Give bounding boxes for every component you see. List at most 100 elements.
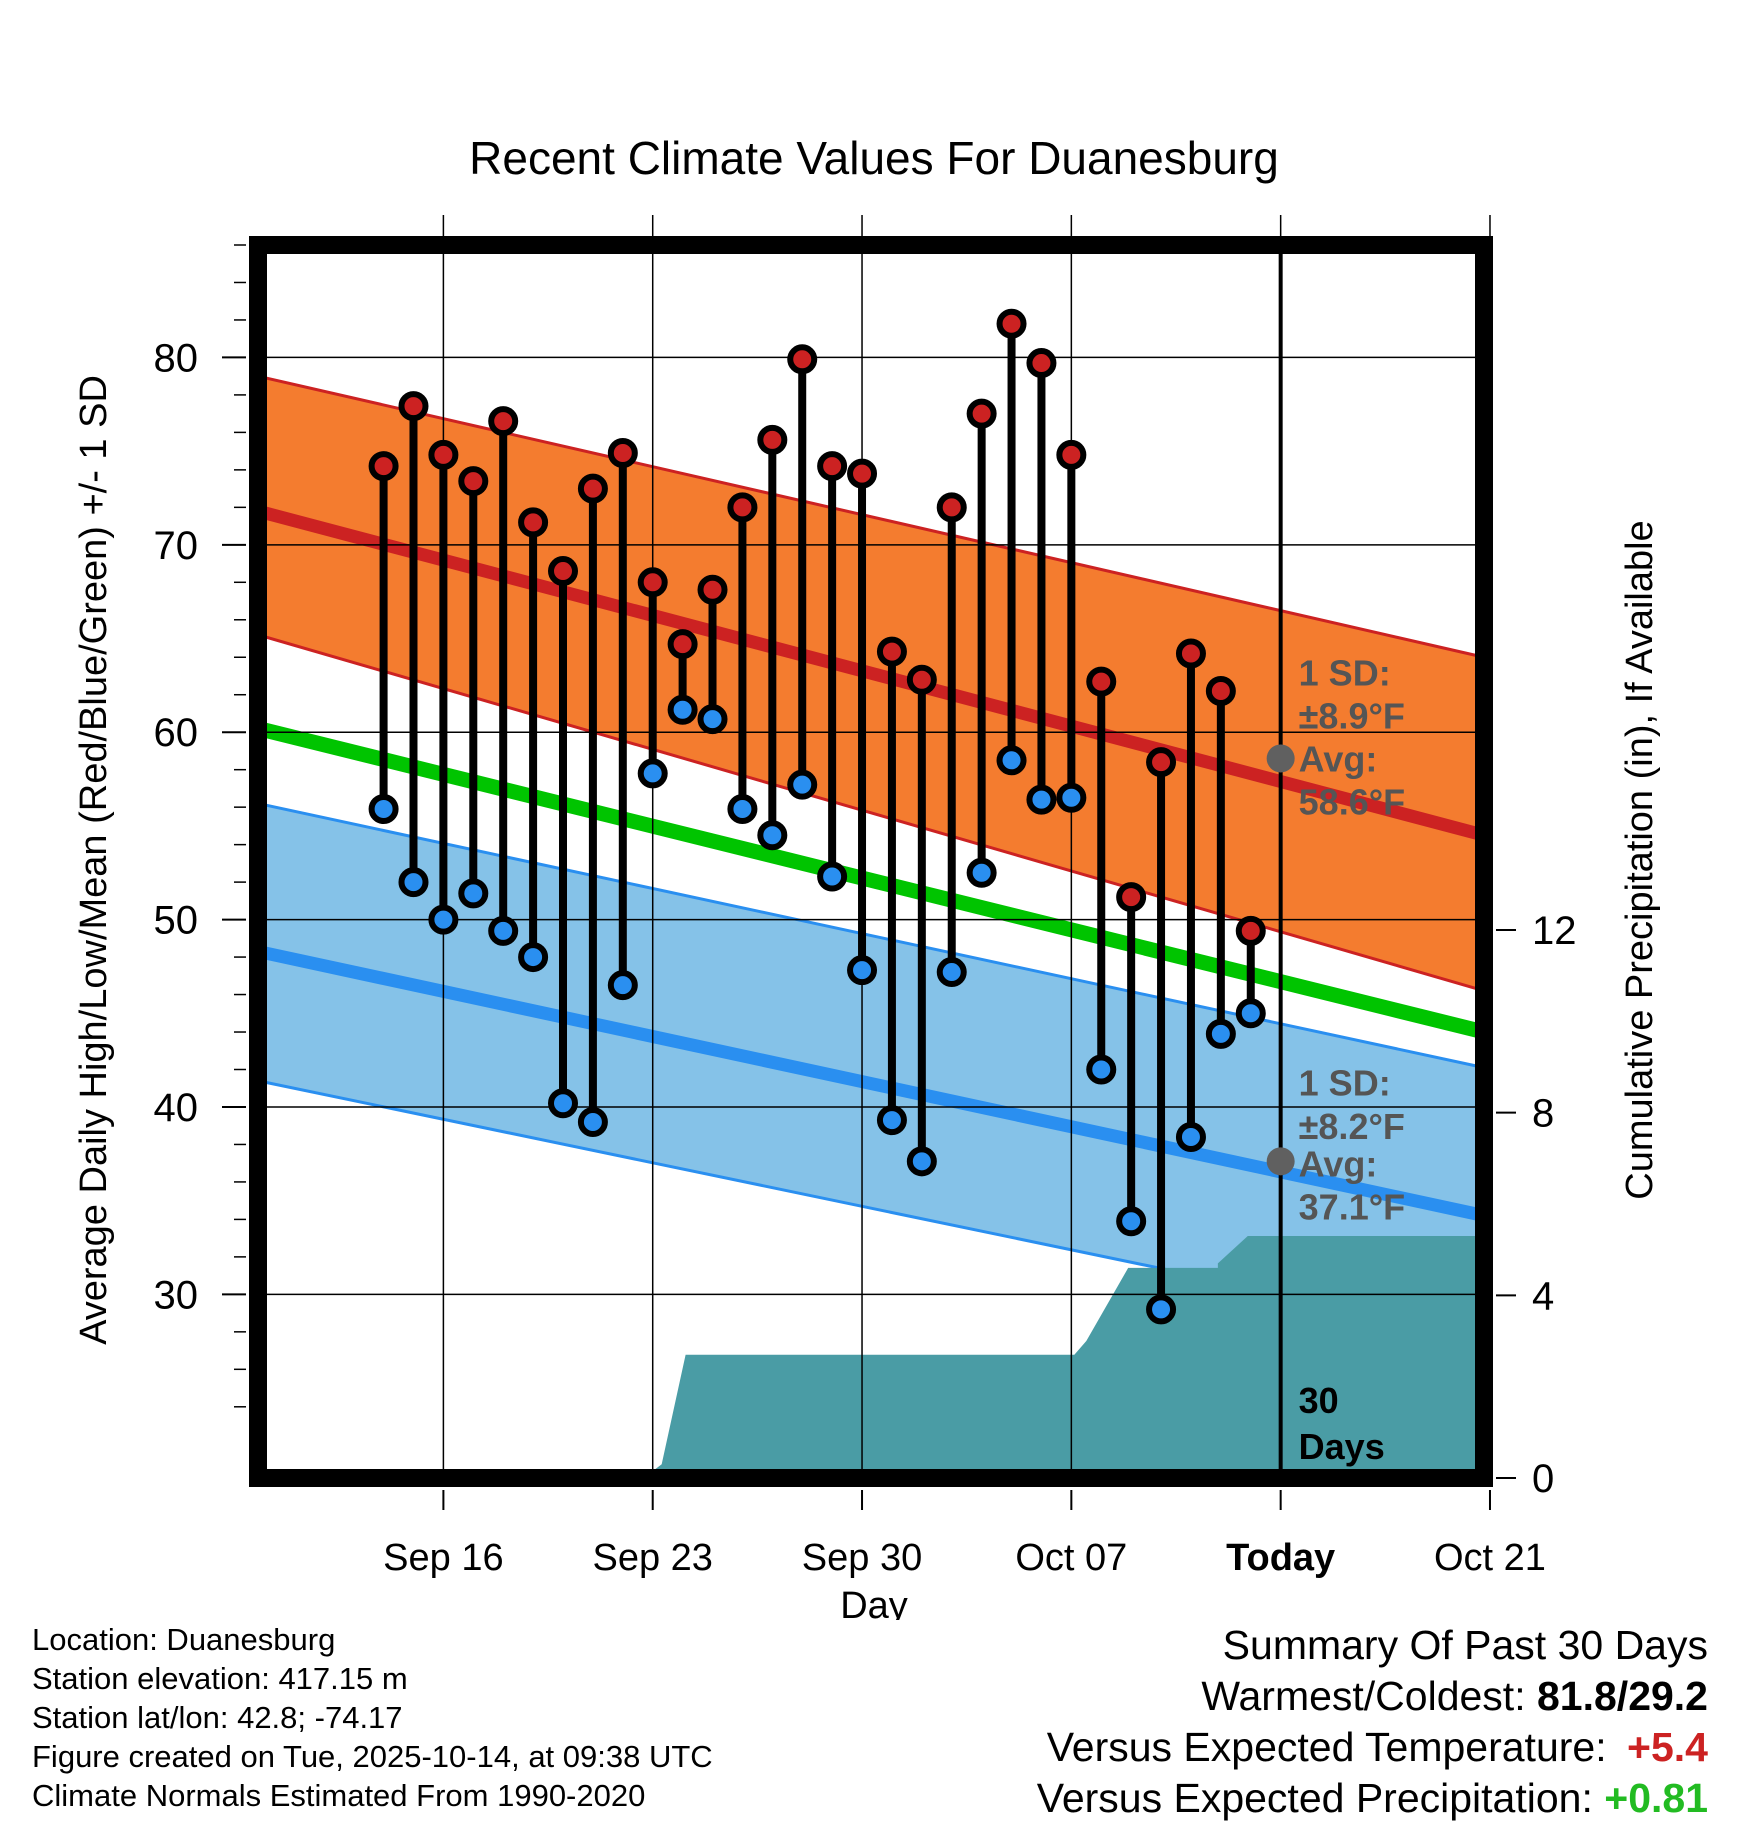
normals-text: Climate Normals Estimated From 1990-2020 (32, 1778, 646, 1813)
high-temp-point (488, 406, 519, 437)
summary-row-precip: Versus Expected Precipitation: +0.81 (1037, 1773, 1708, 1824)
annotation-3-bottom: 37.1°F (1299, 1186, 1405, 1227)
y2-tick-label: 4 (1532, 1274, 1554, 1318)
created-text: Figure created on Tue, 2025-10-14, at 09… (32, 1739, 713, 1774)
summary-title: Summary Of Past 30 Days (1222, 1622, 1708, 1668)
station-info: Location: Duanesburg Station elevation: … (32, 1620, 713, 1815)
high-temp-point (577, 473, 608, 504)
plot-frame (249, 236, 1493, 1487)
precip-area (643, 1235, 1484, 1478)
x-tick-label: Oct 07 (1015, 1537, 1127, 1579)
high-temp-point (697, 574, 728, 605)
y-tick-label: 30 (154, 1273, 199, 1317)
summary-panel: Summary Of Past 30 Days Warmest/Coldest:… (1037, 1620, 1708, 1824)
low-temp-point (757, 820, 788, 851)
high-temp-point (1235, 915, 1266, 946)
high-temp-point (518, 507, 549, 538)
x-tick-label: Sep 30 (802, 1537, 922, 1579)
low-temp-point (1146, 1294, 1177, 1325)
low-avg-marker (1266, 1147, 1295, 1176)
warmest-coldest-label: Warmest/Coldest: (1201, 1673, 1526, 1719)
x-tick-label: Oct 21 (1434, 1537, 1546, 1579)
high-temp-point (847, 458, 878, 489)
high-temp-point (1146, 747, 1177, 778)
low-temp-point (398, 867, 429, 898)
annotation-2-top: 1 SD: (1299, 1063, 1391, 1104)
high-temp-point (1026, 348, 1057, 379)
x-tick-label: Today (1226, 1537, 1335, 1579)
high-temp-point (787, 344, 818, 375)
annotation-2-bottom: ±8.2°F (1299, 1106, 1405, 1147)
low-temp-point (1235, 998, 1266, 1029)
high-temp-point (1056, 439, 1087, 470)
y-tick-label: 40 (154, 1086, 199, 1130)
low-temp-point (368, 794, 399, 825)
annotation-3-top: Avg: (1299, 1143, 1378, 1184)
low-temp-point (966, 857, 997, 888)
low-temp-point (1026, 784, 1057, 815)
low-temp-point (607, 970, 638, 1001)
high-temp-point (876, 636, 907, 667)
location-text: Location: Duanesburg (32, 1622, 336, 1657)
high-temp-point (548, 556, 579, 587)
low-temp-point (996, 745, 1027, 776)
high-temp-point (727, 492, 758, 523)
low-temp-point (458, 878, 489, 909)
y-tick-label: 70 (154, 524, 199, 568)
low-temp-point (577, 1106, 608, 1137)
high-avg-marker (1266, 744, 1295, 773)
low-temp-point (1175, 1121, 1206, 1152)
y-tick-label: 60 (154, 711, 199, 755)
x-axis-label: Day (840, 1585, 908, 1620)
summary-row-temp: Versus Expected Temperature: +5.4 (1037, 1722, 1708, 1773)
high-temp-point (966, 398, 997, 429)
high-temp-point (1175, 638, 1206, 669)
annotation-1-top: Avg: (1299, 739, 1378, 780)
y2-axis-label: Cumulative Precipitation (in), If Availa… (1619, 520, 1661, 1199)
high-temp-point (368, 451, 399, 482)
annotation-4-bottom: Days (1299, 1426, 1385, 1467)
temp-label: Versus Expected Temperature: (1046, 1724, 1607, 1770)
elevation-text: Station elevation: 417.15 m (32, 1661, 408, 1696)
low-temp-point (488, 915, 519, 946)
high-temp-point (1116, 882, 1147, 913)
low-temp-point (1116, 1206, 1147, 1237)
low-temp-point (637, 758, 668, 789)
low-temp-point (428, 904, 459, 935)
annotation-4-top: 30 (1299, 1380, 1339, 1421)
y2-tick-label: 0 (1532, 1457, 1554, 1501)
low-temp-point (1205, 1018, 1236, 1049)
low-temp-point (697, 704, 728, 735)
y-axis-label: Average Daily High/Low/Mean (Red/Blue/Gr… (73, 375, 115, 1345)
high-temp-point (996, 308, 1027, 339)
summary-row-warmest: Warmest/Coldest: 81.8/29.2 (1037, 1671, 1708, 1722)
low-temp-point (787, 769, 818, 800)
temp-value: +5.4 (1627, 1724, 1708, 1770)
chart-title: Recent Climate Values For Duanesburg (469, 132, 1279, 184)
annotation-1-bottom: 58.6°F (1299, 782, 1405, 823)
x-tick-label: Sep 16 (383, 1537, 503, 1579)
x-tick-label: Sep 23 (592, 1537, 712, 1579)
low-temp-point (667, 694, 698, 725)
high-temp-point (398, 391, 429, 422)
climate-chart: Recent Climate Values For Duanesburg Sep… (73, 132, 1661, 1620)
annotation-0-bottom: ±8.9°F (1299, 695, 1405, 736)
high-temp-point (757, 424, 788, 455)
precip-value: +0.81 (1604, 1775, 1708, 1821)
low-temp-point (906, 1146, 937, 1177)
low-temp-point (1056, 782, 1087, 813)
annotation-0-top: 1 SD: (1299, 652, 1391, 693)
high-temp-point (458, 466, 489, 497)
precip-label: Versus Expected Precipitation: (1036, 1775, 1593, 1821)
low-temp-point (548, 1088, 579, 1119)
high-temp-point (1205, 675, 1236, 706)
low-temp-point (1086, 1054, 1117, 1085)
warmest-coldest-value: 81.8/29.2 (1537, 1673, 1708, 1719)
latlon-text: Station lat/lon: 42.8; -74.17 (32, 1700, 403, 1735)
low-temp-point (518, 942, 549, 973)
high-temp-point (607, 437, 638, 468)
plot-area: Sep 16 Sep 23 Sep 30 Oct 07 Today Oct 2130405… (154, 215, 1577, 1579)
high-temp-point (667, 629, 698, 660)
y-tick-label: 50 (154, 899, 199, 943)
y2-tick-label: 8 (1532, 1092, 1554, 1136)
